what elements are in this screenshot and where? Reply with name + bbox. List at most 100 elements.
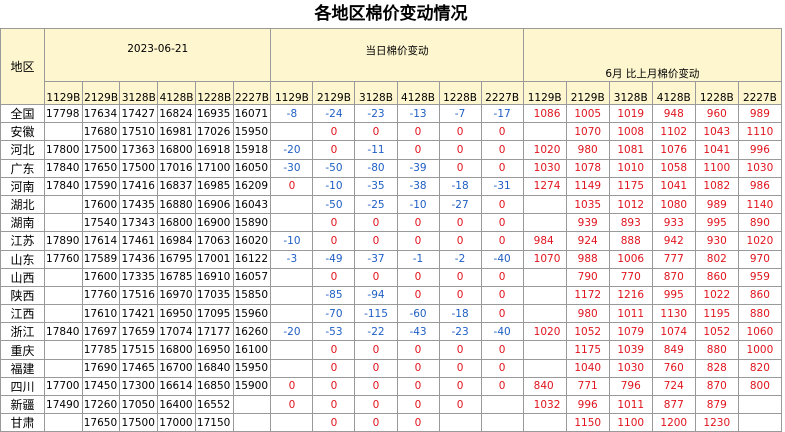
price-cell: 17260 [81, 394, 121, 415]
monthly-cell: 880 [694, 340, 739, 360]
monthly-cell: 771 [565, 376, 610, 397]
code-header: 2227B [737, 81, 783, 105]
monthly-cell: 1019 [608, 103, 653, 124]
table-row: 山西 17600 17335 16785 16910 16057 0 0 0 0 0 790 770 87… [0, 267, 783, 287]
group-header: 6月 比上月棉价变动 [522, 28, 783, 82]
change-cell: -31 [480, 176, 524, 196]
price-cell [44, 122, 83, 142]
price-cell: 17177 [194, 322, 234, 342]
change-cell: 0 [396, 213, 440, 233]
price-cell: 16614 [157, 376, 196, 397]
monthly-cell: 1011 [608, 394, 653, 415]
table-row: 重庆 17785 17515 16800 16950 16100 0 0 0 0 0 1175 1039… [0, 340, 783, 360]
change-cell: -39 [396, 158, 440, 178]
price-cell: 16057 [232, 267, 272, 287]
change-cell: 0 [480, 376, 524, 397]
change-cell: 0 [480, 158, 524, 178]
table-row: 湖南 17540 17343 16800 16900 15890 0 0 0 0 0 939 893 93… [0, 213, 783, 233]
change-cell: -37 [354, 249, 398, 269]
price-cell: 16880 [157, 194, 196, 215]
price-cell: 15950 [232, 358, 272, 378]
region-name: 安徽 [0, 122, 46, 142]
price-cell: 17074 [157, 322, 196, 342]
price-cell: 16824 [157, 103, 196, 124]
change-cell: 0 [354, 376, 398, 397]
price-cell: 17540 [81, 213, 121, 233]
change-cell [270, 340, 314, 360]
price-cell: 17026 [194, 122, 234, 142]
monthly-cell: 960 [694, 103, 739, 124]
change-cell: -3 [270, 249, 314, 269]
monthly-cell: 860 [694, 267, 739, 287]
monthly-cell: 870 [694, 376, 739, 397]
change-cell [270, 194, 314, 215]
change-cell [270, 285, 314, 306]
monthly-cell: 840 [522, 376, 567, 397]
change-cell: -38 [396, 176, 440, 196]
change-cell: -22 [354, 322, 398, 342]
monthly-cell: 1035 [565, 194, 610, 215]
table-row: 新疆 17490 17260 17050 16400 16552 0 0 0 0 0 1032 996 1… [0, 394, 783, 415]
change-cell: 0 [270, 376, 314, 397]
price-cell: 15918 [232, 140, 272, 160]
monthly-cell: 777 [651, 249, 696, 269]
change-cell: 0 [438, 340, 482, 360]
change-cell: 0 [312, 140, 356, 160]
change-cell: -43 [396, 322, 440, 342]
price-cell: 17461 [119, 231, 159, 251]
table-row: 浙江 17840 17697 17659 17074 17177 16260 -20 -53 -2… [0, 322, 783, 342]
change-cell: 0 [312, 376, 356, 397]
change-cell [270, 122, 314, 142]
monthly-cell: 1079 [608, 322, 653, 342]
change-cell: 0 [480, 213, 524, 233]
monthly-cell: 1274 [522, 176, 567, 196]
change-cell: 0 [480, 267, 524, 287]
change-cell: 0 [480, 122, 524, 142]
monthly-cell [737, 394, 783, 415]
code-header: 3128B [608, 81, 653, 105]
change-cell: 0 [396, 267, 440, 287]
table-row: 陕西 17760 17516 16970 17035 15850 -85 -94 0 0 0 1172… [0, 285, 783, 306]
price-cell: 17465 [119, 358, 159, 378]
change-cell: 0 [438, 285, 482, 306]
monthly-cell: 1041 [694, 140, 739, 160]
monthly-cell: 980 [565, 304, 610, 324]
monthly-cell: 893 [608, 213, 653, 233]
price-cell: 16071 [232, 103, 272, 124]
monthly-cell: 1140 [737, 194, 783, 215]
monthly-cell: 989 [737, 103, 783, 124]
table-row: 1129B 2129B 3128B 4128B 1228B 2227B 1129B 2129B… [1, 81, 783, 105]
price-cell [44, 304, 83, 324]
change-cell: 0 [396, 285, 440, 306]
change-cell: 0 [480, 358, 524, 378]
price-cell: 17436 [119, 249, 159, 269]
sheet-title: 各地区棉价变动情况 [314, 4, 468, 24]
price-cell: 17500 [119, 413, 159, 432]
monthly-cell: 942 [651, 231, 696, 251]
change-cell: -18 [438, 304, 482, 324]
region-name: 新疆 [0, 394, 46, 415]
code-header: 2129B [312, 81, 356, 105]
table-row: 地区 2023-06-21 当日棉价变动 6月 比上月棉价变动 [0, 28, 783, 105]
price-cell: 16900 [194, 213, 234, 233]
change-cell: 0 [396, 376, 440, 397]
price-cell: 17490 [44, 394, 83, 415]
table-row: 河南 17840 17590 17416 16837 16985 16209 0 -10 -35-… [0, 176, 783, 196]
change-cell: 0 [396, 358, 440, 378]
code-header: 2227B [480, 81, 524, 105]
change-cell: 0 [396, 394, 440, 415]
monthly-cell: 1030 [737, 158, 783, 178]
price-cell: 17416 [119, 176, 159, 196]
code-header: 4128B [651, 81, 696, 105]
table-row: 江西 17610 17421 16950 17095 15960 -70 -115 -60 -18… [0, 304, 783, 324]
region-name: 全国 [0, 103, 46, 124]
price-cell: 17590 [81, 176, 121, 196]
region-name: 湖北 [0, 194, 46, 215]
monthly-cell: 1032 [522, 394, 567, 415]
change-cell: 0 [438, 158, 482, 178]
change-cell: 0 [312, 394, 356, 415]
price-cell: 16043 [232, 194, 272, 215]
change-cell: -27 [438, 194, 482, 215]
price-cell: 17500 [119, 158, 159, 178]
price-cell: 16984 [157, 231, 196, 251]
